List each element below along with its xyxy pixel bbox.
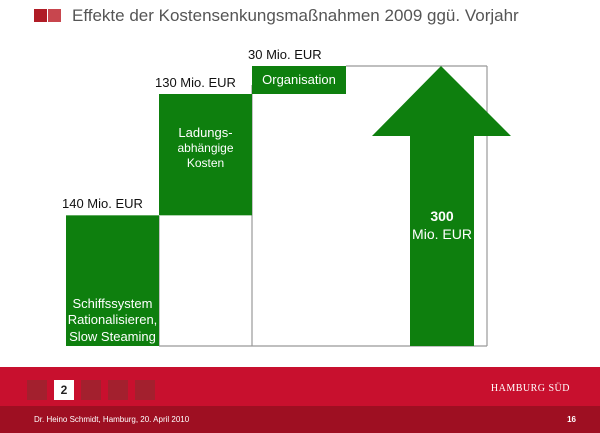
bar-step-2 [159, 94, 252, 216]
total-value: 300 [430, 208, 454, 224]
page-box-1[interactable] [27, 380, 47, 400]
total-unit: Mio. EUR [412, 225, 472, 242]
bar-label-line: Slow Steaming [69, 328, 156, 344]
page-box-2[interactable]: 2 [54, 380, 74, 400]
value-label-2: 130 Mio. EUR [155, 75, 236, 90]
bar-label-line: Schiffssystem [72, 296, 153, 312]
bar-label-line: abhängige [177, 140, 234, 155]
bar-label-line: Organisation [262, 72, 336, 87]
total-label: 300 Mio. EUR [400, 208, 484, 243]
slide-number: 16 [567, 415, 576, 424]
bar-label-line: Ladungs- [178, 124, 233, 140]
waterfall-chart [66, 65, 511, 347]
bar-label-1: Schiffssystem Rationalisieren, Slow Steami… [66, 296, 159, 345]
bar-step-3 [252, 66, 346, 94]
page-box-5[interactable] [135, 380, 155, 400]
title-square-light [48, 9, 61, 22]
slide-title: Effekte der Kostensenkungsmaßnahmen 2009… [72, 6, 519, 25]
bar-label-2: Ladungs-abhängige Kosten [159, 125, 252, 171]
bar-step-1 [66, 215, 159, 346]
footer-bottom: Dr. Heino Schmidt, Hamburg, 20. April 20… [0, 406, 600, 433]
total-arrow [372, 66, 511, 346]
page-box-3[interactable] [81, 380, 101, 400]
hamburg-sud-logo: HAMBURG SÜD [490, 383, 570, 394]
title-square-dark [34, 9, 47, 22]
bar-label-3: Organisation [252, 72, 346, 88]
bar-label-line: Rationalisieren, [67, 312, 158, 328]
page-box-4[interactable] [108, 380, 128, 400]
value-label-3: 30 Mio. EUR [248, 47, 322, 62]
value-label-1: 140 Mio. EUR [62, 196, 143, 212]
presenter-info: Dr. Heino Schmidt, Hamburg, 20. April 20… [34, 415, 190, 424]
bar-label-line: Kosten [186, 155, 225, 170]
